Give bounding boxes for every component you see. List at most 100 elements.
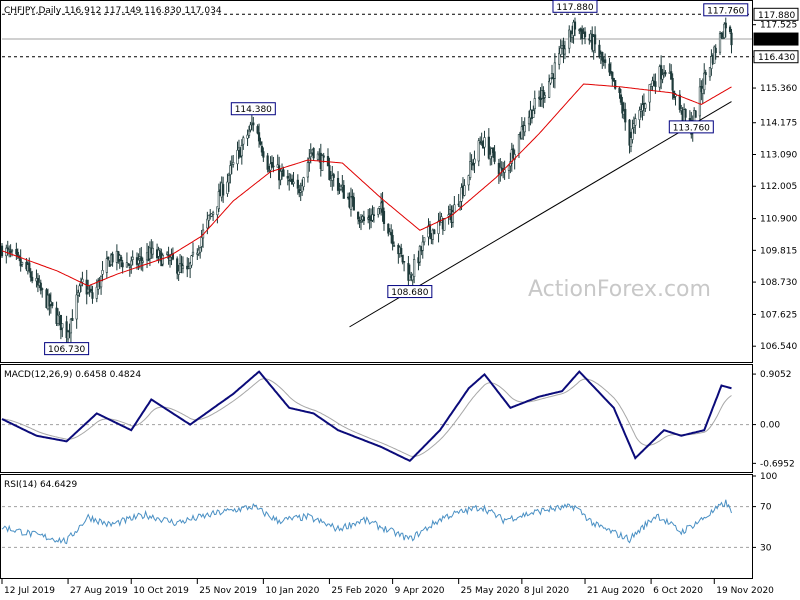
candle-body xyxy=(641,104,644,111)
candle xyxy=(559,39,562,57)
candle-body xyxy=(207,215,210,221)
macd-line xyxy=(1,370,732,463)
swing-label: 106.730 xyxy=(44,342,90,356)
candle-body xyxy=(618,87,621,93)
price-panel-frame xyxy=(0,0,753,363)
macd-layer xyxy=(1,370,752,463)
candle xyxy=(694,110,697,118)
candle xyxy=(339,184,343,192)
candle-body xyxy=(447,214,450,217)
candle xyxy=(316,151,320,161)
candle-body xyxy=(660,65,663,80)
candle-body xyxy=(648,84,651,103)
candle xyxy=(443,218,446,231)
candle-body xyxy=(127,263,130,266)
candle-body xyxy=(312,148,315,159)
candle-body xyxy=(359,221,363,223)
candle-body xyxy=(15,249,18,255)
candle xyxy=(418,244,421,266)
candle-body xyxy=(453,204,456,213)
candle xyxy=(257,123,261,148)
candle-body xyxy=(402,261,406,263)
candle-body xyxy=(382,210,386,224)
candle xyxy=(644,102,647,112)
candle-body xyxy=(568,29,571,49)
price-tick-label: 114.175 xyxy=(760,119,797,129)
swing-label-text: 106.730 xyxy=(48,345,85,355)
candle-body xyxy=(316,153,320,160)
candle-body xyxy=(624,108,627,123)
candle xyxy=(503,160,506,180)
candle-body xyxy=(6,247,9,250)
candle-body xyxy=(290,178,294,185)
candle-body xyxy=(503,169,506,173)
price-tick-label: 109.815 xyxy=(760,246,797,256)
candle xyxy=(371,205,374,223)
candle-body xyxy=(443,218,446,231)
candle xyxy=(79,277,83,292)
candle-body xyxy=(21,262,24,265)
candle xyxy=(77,289,80,303)
candle xyxy=(542,86,545,109)
candle-body xyxy=(621,102,624,114)
swing-label-box xyxy=(230,102,276,116)
rsi-panel-frame xyxy=(0,474,753,579)
candle xyxy=(229,160,232,184)
candle-body xyxy=(157,249,160,257)
swing-label-text: 108.680 xyxy=(391,288,428,298)
candle-body xyxy=(95,286,98,299)
candle xyxy=(190,254,193,268)
macd-label: MACD(12,26,9) 0.6458 0.4824 xyxy=(4,370,141,380)
candle xyxy=(226,173,229,197)
price-axis-label: 117.034 xyxy=(753,32,799,46)
candle xyxy=(161,253,164,267)
candle xyxy=(180,255,183,274)
candle xyxy=(120,254,123,268)
candle-body xyxy=(423,237,426,243)
swing-label: 117.880 xyxy=(552,0,598,13)
candle xyxy=(331,165,334,191)
x-tick-label: 10 Jan 2020 xyxy=(265,586,319,596)
candle xyxy=(41,287,44,298)
candle xyxy=(723,22,726,39)
x-tick-label: 25 Feb 2020 xyxy=(331,586,387,596)
x-tick-label: 12 Jul 2019 xyxy=(4,586,55,596)
candle-body xyxy=(339,185,343,190)
candle xyxy=(236,141,239,171)
candle-body xyxy=(137,259,140,264)
candle xyxy=(411,273,414,286)
candle-body xyxy=(65,321,68,339)
candle-body xyxy=(661,74,664,80)
price-tick-label: 107.625 xyxy=(760,310,797,320)
candle xyxy=(523,117,526,137)
swing-label: 108.680 xyxy=(387,285,433,299)
candle-body xyxy=(523,125,526,133)
candle-body xyxy=(428,224,432,235)
price-tick-label: 110.900 xyxy=(760,215,797,225)
x-tick-label: 27 Aug 2019 xyxy=(70,586,128,596)
candle-body xyxy=(39,282,42,291)
candle-body xyxy=(286,175,289,179)
candle xyxy=(453,196,456,213)
candle-body xyxy=(128,265,131,268)
candle xyxy=(421,235,424,259)
x-tick-label: 8 Jul 2020 xyxy=(524,586,569,596)
candle xyxy=(451,205,455,228)
candle xyxy=(634,113,637,135)
candle xyxy=(105,250,108,279)
candle xyxy=(543,92,546,103)
candle-body xyxy=(249,124,252,131)
candle-body xyxy=(377,208,380,215)
candle xyxy=(210,213,213,218)
candle-body xyxy=(331,175,334,181)
swing-label: 113.760 xyxy=(668,120,714,134)
candle-body xyxy=(678,94,681,110)
candle-body xyxy=(477,140,480,162)
candle-body xyxy=(321,155,324,171)
candle xyxy=(217,183,220,212)
swing-label-text: 117.880 xyxy=(556,3,593,13)
candle-body xyxy=(401,254,404,263)
candle xyxy=(166,251,169,256)
candle-body xyxy=(411,274,414,281)
candle xyxy=(216,206,219,224)
